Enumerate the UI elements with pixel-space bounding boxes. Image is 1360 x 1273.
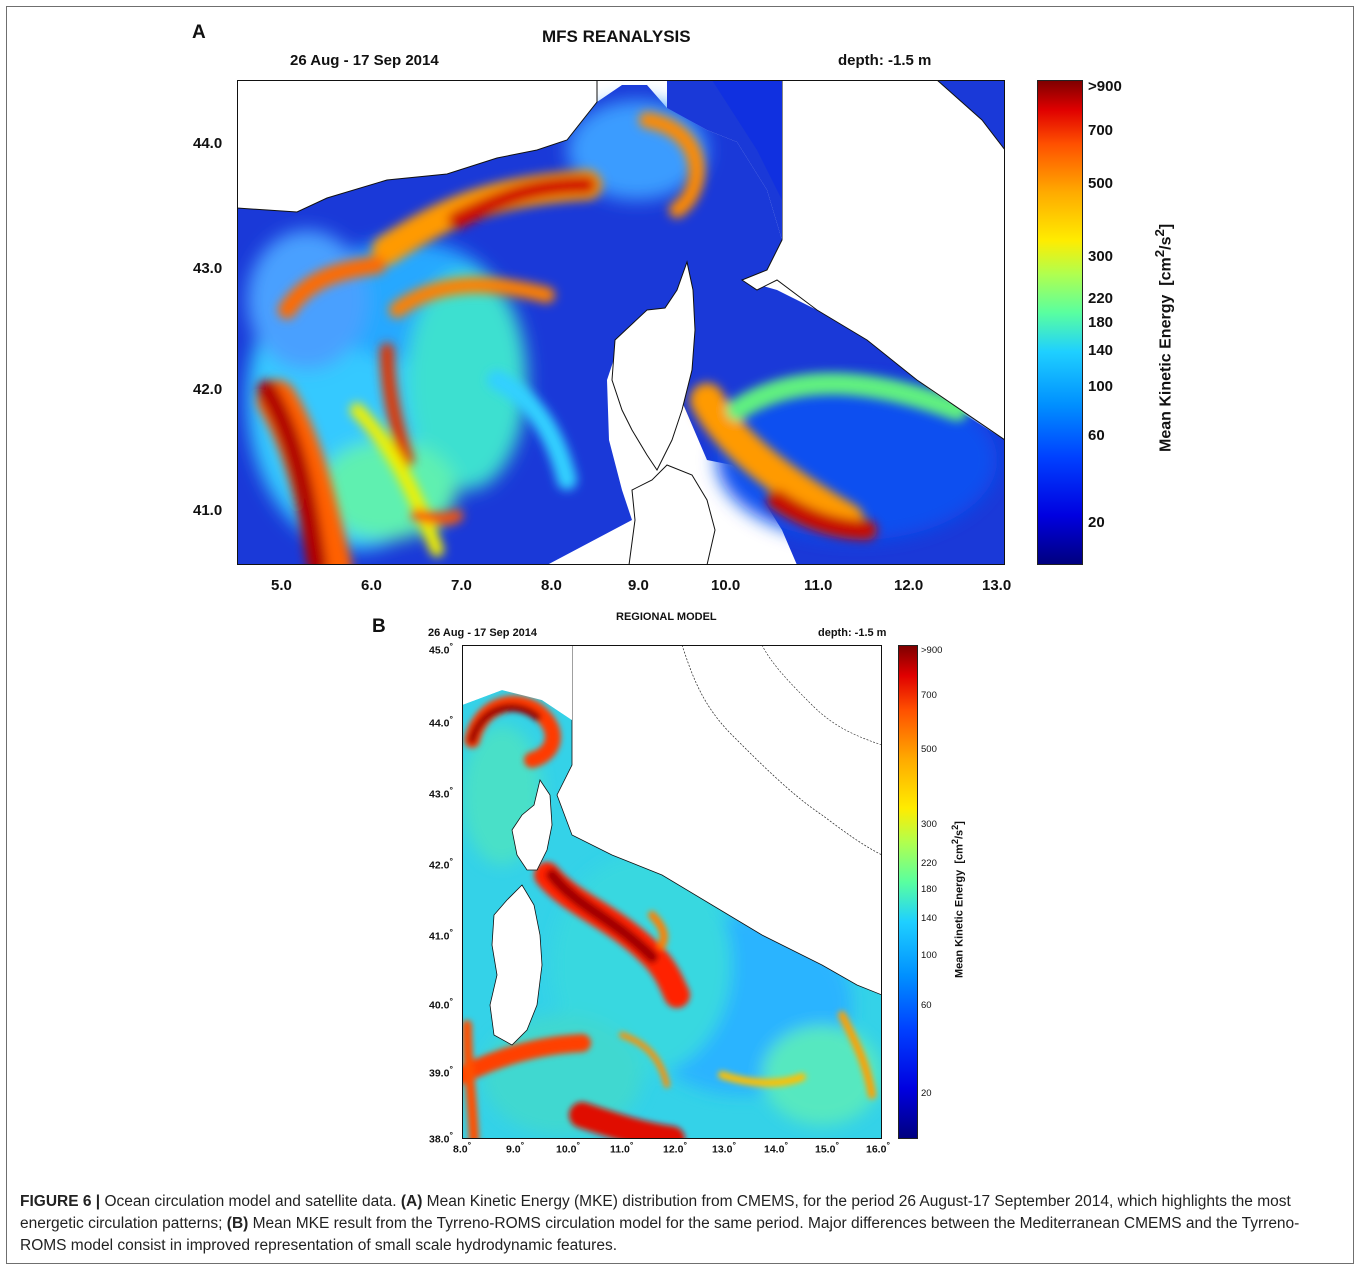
panel-a-lat-tick: 44.0: [193, 135, 223, 152]
panel-a-lat-tick: 42.0: [193, 381, 223, 398]
panel-b-mke-map: [462, 645, 882, 1139]
panel-a-colorbar-tick: 220: [1088, 290, 1114, 307]
panel-b-colorbar-tick: 180: [921, 884, 937, 895]
caption-a-tag: (A): [400, 1193, 423, 1210]
panel-a-colorbar-tick: 500: [1088, 175, 1114, 192]
panel-a-lon-tick: 9.0: [628, 577, 649, 594]
panel-a-colorbar-tick: 100: [1088, 378, 1114, 395]
panel-b-colorbar-tick: 60: [921, 1000, 932, 1011]
panel-a-depth: depth: -1.5 m: [838, 52, 932, 69]
panel-b-lon-tick: 11.0°: [610, 1140, 634, 1156]
panel-a-colorbar-tick: 60: [1088, 427, 1105, 444]
caption-a-text: Mean Kinetic Energy (MKE) distribution f…: [20, 1193, 1291, 1232]
panel-a-colorbar: [1037, 80, 1083, 565]
panel-b-colorbar-tick: 20: [921, 1088, 932, 1099]
panel-b-lon-tick: 13.0°: [712, 1140, 736, 1156]
panel-b-colorbar-tick: 500: [921, 744, 937, 755]
panel-b-lon-tick: 16.0°: [866, 1140, 890, 1156]
panel-b-colorbar-tick: 140: [921, 913, 937, 924]
figure-caption: FIGURE 6 | Ocean circulation model and s…: [20, 1191, 1330, 1257]
panel-b-period: 26 Aug - 17 Sep 2014: [428, 627, 538, 639]
panel-a-mke-map: [237, 80, 1005, 565]
panel-a-lon-tick: 6.0: [361, 577, 382, 594]
panel-a-lon-tick: 7.0: [451, 577, 472, 594]
panel-a-lat-tick: 43.0: [193, 260, 223, 277]
panel-b-colorbar-tick: 700: [921, 690, 937, 701]
caption-intro: Ocean circulation model and satellite da…: [100, 1193, 401, 1210]
panel-a-colorbar-tick: >900: [1088, 78, 1122, 95]
panel-b-lat-tick: 43.0°: [429, 785, 453, 801]
panel-b-colorbar-tick: 300: [921, 819, 937, 830]
panel-b-lat-tick: 39.0°: [429, 1064, 453, 1080]
panel-b-lon-tick: 10.0°: [556, 1140, 580, 1156]
panel-b-depth: depth: -1.5 m: [818, 627, 887, 639]
panel-a-period: 26 Aug - 17 Sep 2014: [290, 52, 439, 69]
panel-b-lon-tick: 8.0°: [453, 1140, 472, 1156]
panel-a-colorbar-tick: 700: [1088, 122, 1114, 139]
panel-a-lon-tick: 8.0: [541, 577, 562, 594]
caption-b-text: Mean MKE result from the Tyrreno-ROMS ci…: [20, 1215, 1300, 1254]
panel-b-lat-tick: 38.0°: [429, 1130, 453, 1146]
panel-a-lon-tick: 11.0: [804, 577, 833, 594]
caption-label: FIGURE 6 |: [20, 1193, 101, 1210]
panel-a-title: MFS REANALYSIS: [542, 27, 691, 46]
panel-b-lon-tick: 14.0°: [764, 1140, 788, 1156]
panel-b-title: REGIONAL MODEL: [616, 611, 717, 623]
figure-frame: [6, 6, 1354, 1264]
panel-b-lon-tick: 12.0°: [663, 1140, 687, 1156]
panel-b-lat-tick: 40.0°: [429, 996, 453, 1012]
panel-b-colorbar: [898, 645, 918, 1139]
panel-b-lat-tick: 44.0°: [429, 714, 453, 730]
panel-a-letter: A: [192, 22, 206, 43]
panel-b-colorbar-tick: 220: [921, 858, 937, 869]
panel-b-lon-tick: 9.0°: [506, 1140, 525, 1156]
panel-a-colorbar-label: Mean Kinetic Energy [cm2/s2]: [1152, 223, 1175, 452]
panel-a-lon-tick: 10.0: [711, 577, 741, 594]
panel-b-lat-tick: 42.0°: [429, 856, 453, 872]
caption-b-tag: (B): [226, 1215, 249, 1232]
panel-a-colorbar-tick: 180: [1088, 314, 1114, 331]
panel-a-lon-tick: 5.0: [271, 577, 292, 594]
panel-b-colorbar-tick: >900: [921, 645, 943, 656]
panel-a-colorbar-tick: 20: [1088, 514, 1105, 531]
panel-b-letter: B: [372, 616, 386, 637]
panel-a-colorbar-tick: 140: [1088, 342, 1114, 359]
panel-b-lon-tick: 15.0°: [815, 1140, 839, 1156]
panel-b-lat-tick: 41.0°: [429, 927, 453, 943]
panel-b-lat-tick: 45.0°: [429, 641, 453, 657]
panel-b-colorbar-label: Mean Kinetic Energy [cm2/s2]: [950, 821, 966, 978]
panel-a-lon-tick: 13.0: [982, 577, 1012, 594]
panel-a-lat-tick: 41.0: [193, 502, 223, 519]
panel-b-colorbar-tick: 100: [921, 950, 937, 961]
panel-a-colorbar-tick: 300: [1088, 248, 1114, 265]
panel-a-lon-tick: 12.0: [894, 577, 924, 594]
